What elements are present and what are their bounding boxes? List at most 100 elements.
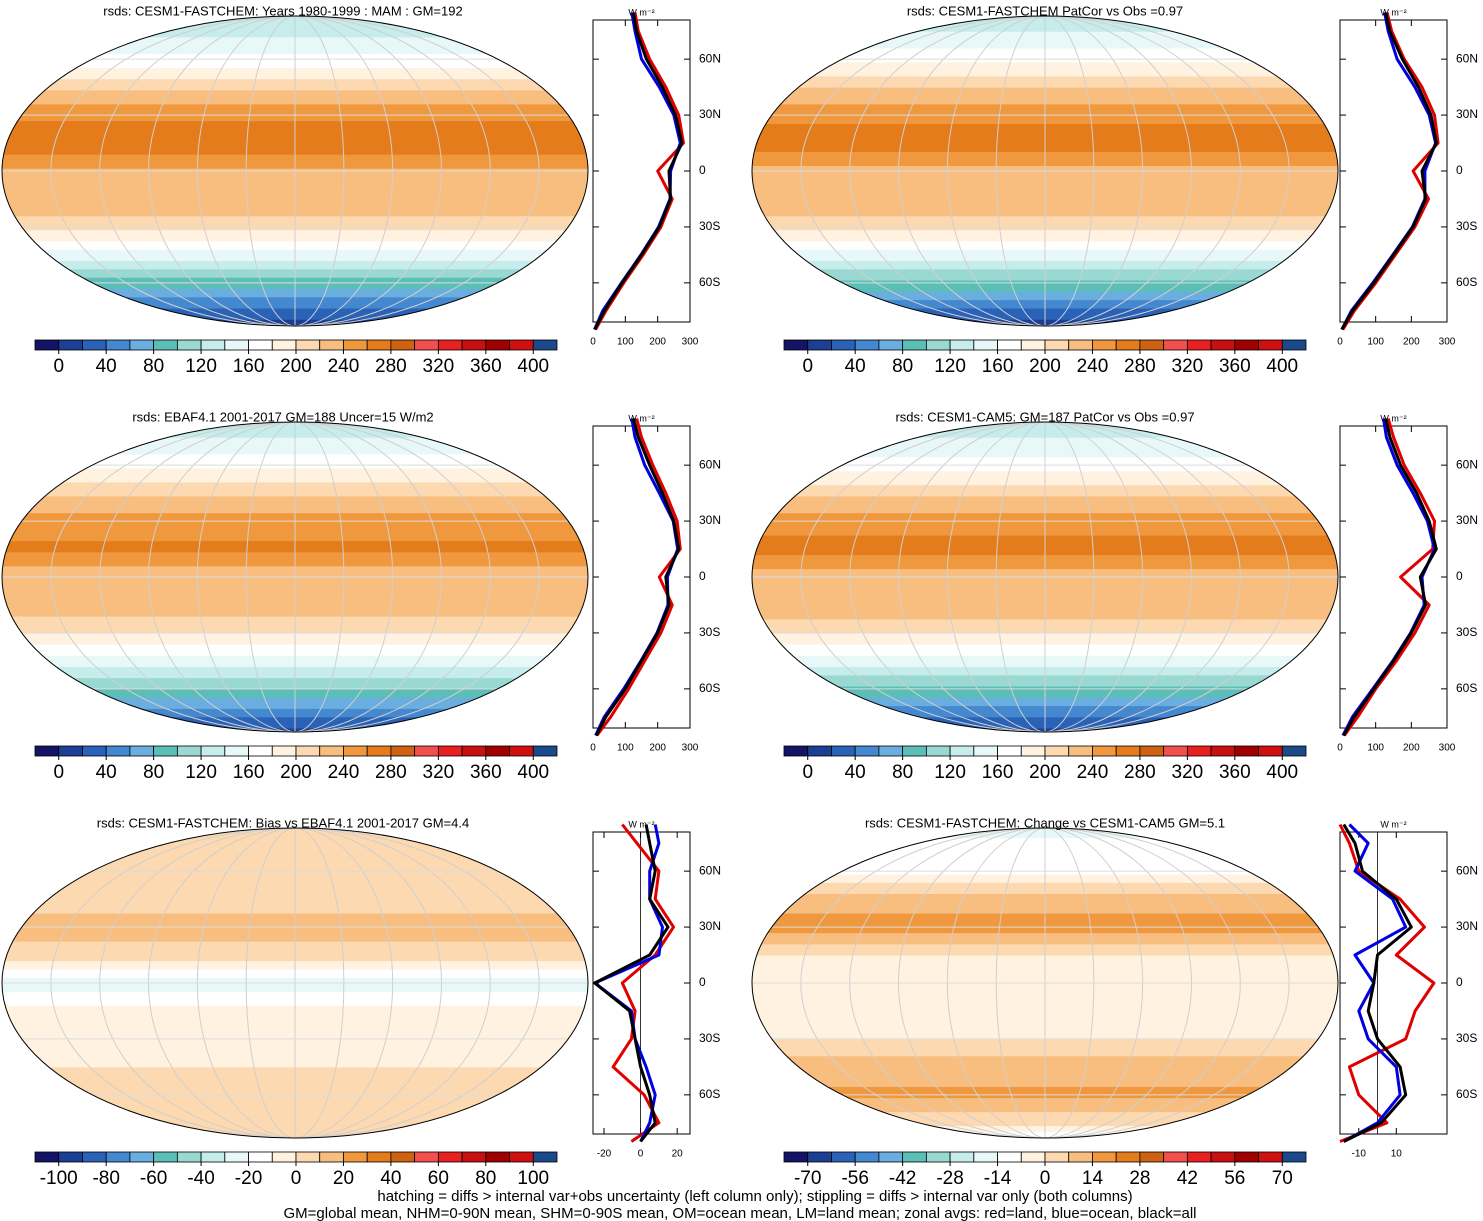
colorbar-box: [532, 1151, 558, 1163]
colorbar-box: [1044, 745, 1070, 757]
colorbar-box: [854, 1151, 880, 1163]
y-tick-label: 30S: [699, 219, 720, 233]
colorbar-box: [509, 339, 534, 351]
profile-frame: [592, 831, 691, 1135]
colorbar-label: 120: [185, 762, 217, 783]
colorbar-box: [153, 339, 178, 351]
colorbar-box: [248, 1151, 273, 1163]
colorbar-box: [1115, 1151, 1141, 1163]
y-tick-label: 60N: [1456, 863, 1478, 877]
colorbar-box: [1210, 339, 1236, 351]
colorbar-box: [343, 745, 368, 757]
colorbar-label: -42: [889, 1168, 916, 1189]
colorbar-box: [485, 339, 510, 351]
x-tick-label: 200: [1403, 743, 1420, 754]
colorbar-box: [949, 339, 975, 351]
x-tick-label: 20: [672, 1149, 684, 1160]
colorbar-box: [1020, 1151, 1046, 1163]
colorbar-label: 20: [333, 1168, 354, 1189]
y-tick-label: 0: [699, 975, 706, 989]
colorbar-label: 14: [1082, 1168, 1104, 1189]
colorbar-box: [343, 339, 368, 351]
x-tick-label: 100: [617, 743, 634, 754]
colorbar-label: 0: [802, 356, 813, 377]
colorbar-box: [1281, 745, 1307, 757]
profile-frame: [592, 425, 691, 729]
colorbar-box: [1186, 745, 1212, 757]
footer-line: GM=global mean, NHM=0-90N mean, SHM=0-90…: [283, 1205, 1196, 1221]
colorbar-label: 240: [328, 356, 360, 377]
colorbar-box: [1068, 339, 1093, 351]
colorbar-box: [783, 745, 809, 757]
x-tick-label: 300: [682, 743, 699, 754]
map-outline: [1, 421, 589, 733]
map-band: [752, 336, 1338, 339]
colorbar-box: [34, 339, 60, 351]
colorbar-label: 200: [1029, 762, 1061, 783]
profile-frame: [1339, 425, 1448, 729]
map-band: [752, 328, 1338, 331]
colorbar-label: 360: [1219, 356, 1251, 377]
map-title: rsds: CESM1-FASTCHEM: Change vs CESM1-CA…: [865, 815, 1225, 830]
colorbar-box: [532, 339, 558, 351]
y-tick-label: 60S: [1456, 275, 1477, 289]
zonal-line: [1338, 823, 1436, 1143]
colorbar-box: [807, 339, 832, 351]
colorbar-box: [1139, 745, 1165, 757]
x-tick-label: 0: [1337, 743, 1343, 754]
map: [752, 828, 1338, 1151]
colorbar-box: [1068, 1151, 1093, 1163]
colorbar-box: [1092, 1151, 1117, 1163]
colorbar-label: 0: [291, 1168, 302, 1189]
colorbar-box: [973, 745, 998, 757]
map-band: [752, 1148, 1338, 1151]
colorbar-box: [831, 1151, 856, 1163]
map-band: [2, 1148, 588, 1151]
colorbar-box: [58, 1151, 83, 1163]
colorbar-label: 200: [280, 762, 312, 783]
y-tick-label: 60S: [1456, 1087, 1477, 1101]
colorbar-box: [437, 1151, 463, 1163]
map-band: [752, 742, 1338, 745]
colorbar-box: [1092, 339, 1117, 351]
map-outline: [1, 15, 589, 327]
colorbar-label: -28: [936, 1168, 963, 1189]
colorbar-box: [461, 339, 487, 351]
x-tick-label: 100: [1367, 743, 1384, 754]
zonal-line: [1342, 418, 1438, 737]
y-tick-label: 30N: [1456, 919, 1478, 933]
colorbar-box: [783, 339, 809, 351]
colorbar-label: 120: [934, 762, 966, 783]
colorbar-box: [82, 745, 107, 757]
colorbar-label: 320: [423, 762, 455, 783]
y-tick-label: 60N: [699, 457, 721, 471]
colorbar-label: -60: [140, 1168, 167, 1189]
map-title: rsds: CESM1-CAM5: GM=187 PatCor vs Obs =…: [895, 409, 1194, 424]
x-tick-label: -20: [597, 1149, 612, 1160]
map-outline: [751, 827, 1339, 1139]
x-tick-label: 300: [1439, 743, 1456, 754]
x-tick-label: 300: [682, 337, 699, 348]
colorbar-box: [437, 745, 463, 757]
x-axis-label: W m⁻²: [628, 7, 654, 17]
x-tick-label: 0: [590, 743, 596, 754]
colorbar-label: 28: [1129, 1168, 1150, 1189]
y-tick-label: 30N: [699, 107, 721, 121]
y-tick-label: 0: [1456, 163, 1463, 177]
colorbar-label: 400: [1266, 762, 1298, 783]
colorbar-box: [1258, 339, 1283, 351]
colorbar-box: [807, 745, 832, 757]
colorbar-label: 0: [802, 762, 813, 783]
colorbar-label: 80: [892, 762, 913, 783]
colorbar-label: -100: [40, 1168, 78, 1189]
colorbar-box: [129, 1151, 155, 1163]
colorbar-box: [366, 745, 392, 757]
colorbar-box: [271, 1151, 297, 1163]
colorbar-box: [1163, 745, 1188, 757]
colorbar-box: [58, 745, 83, 757]
colorbar-box: [1020, 745, 1046, 757]
colorbar-box: [129, 745, 155, 757]
colorbar-box: [997, 339, 1022, 351]
y-tick-label: 60N: [699, 51, 721, 65]
map-outline: [751, 421, 1339, 733]
